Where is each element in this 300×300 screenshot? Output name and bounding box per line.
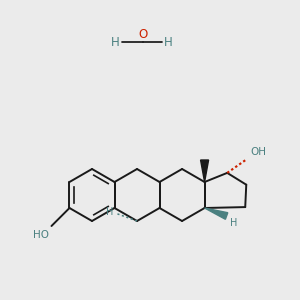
Polygon shape bbox=[205, 208, 228, 219]
Polygon shape bbox=[201, 160, 208, 182]
Text: OH: OH bbox=[250, 147, 266, 157]
Text: H: H bbox=[230, 218, 237, 228]
Text: HO: HO bbox=[34, 230, 50, 240]
Text: O: O bbox=[138, 28, 148, 41]
Text: H: H bbox=[106, 207, 113, 217]
Text: H: H bbox=[164, 35, 173, 49]
Text: H: H bbox=[111, 35, 120, 49]
